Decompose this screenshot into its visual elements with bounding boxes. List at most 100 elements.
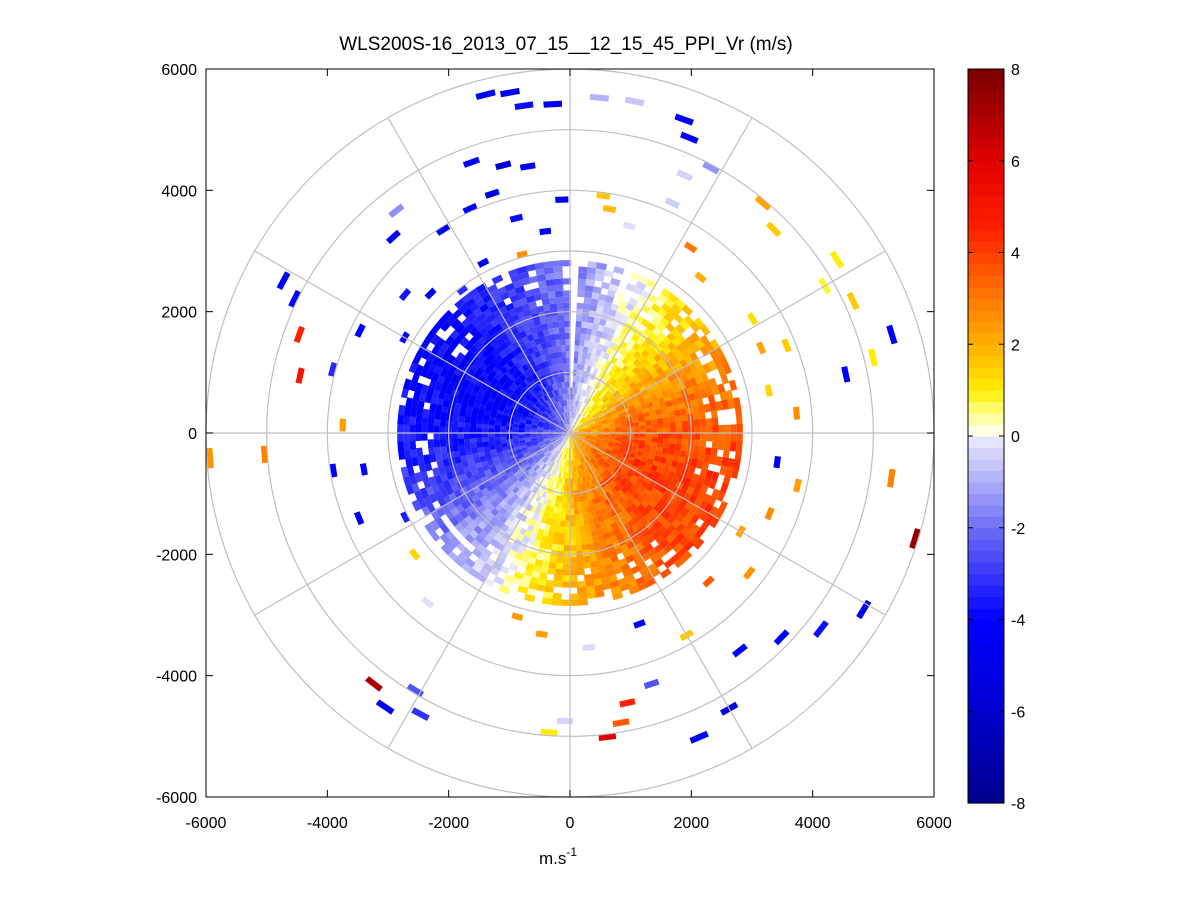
- velocity-cell: [436, 481, 446, 491]
- velocity-cell: [591, 572, 601, 580]
- velocity-cell: [563, 425, 569, 431]
- velocity-cell: [625, 359, 634, 368]
- velocity-cell: [610, 501, 618, 510]
- velocity-cell: [408, 473, 418, 485]
- velocity-cell: [548, 474, 554, 482]
- velocity-cell: [555, 416, 561, 422]
- velocity-cell: [550, 412, 556, 418]
- velocity-cell: [552, 441, 559, 447]
- velocity-cell: [551, 346, 558, 353]
- velocity-cell: [578, 519, 585, 527]
- velocity-cell: [579, 531, 587, 539]
- velocity-cell: [636, 581, 649, 592]
- velocity-cell: [512, 279, 524, 289]
- velocity-cell: [514, 414, 522, 420]
- velocity-cell: [601, 418, 608, 423]
- velocity-cell: [409, 415, 417, 425]
- velocity-cell: [569, 514, 575, 521]
- velocity-cell: [598, 539, 607, 548]
- velocity-cell: [565, 447, 568, 454]
- velocity-cell: [676, 462, 685, 471]
- velocity-cell: [532, 365, 539, 373]
- velocity-cell: [524, 406, 531, 413]
- velocity-cell: [699, 484, 709, 495]
- velocity-cell: [436, 459, 444, 469]
- velocity-cell: [471, 411, 479, 419]
- velocity-cell: [583, 303, 592, 311]
- velocity-cell: [580, 389, 585, 396]
- velocity-cell: [524, 436, 532, 441]
- velocity-cell: [604, 390, 611, 397]
- velocity-cell: [495, 443, 502, 449]
- velocity-cell: [590, 529, 598, 537]
- velocity-cell: [457, 420, 465, 428]
- velocity-cell: [584, 285, 595, 293]
- velocity-cell: [705, 387, 714, 398]
- y-tick-label: -4000: [156, 669, 197, 686]
- velocity-cell: [620, 372, 629, 380]
- velocity-cell: [564, 412, 567, 419]
- velocity-cell: [637, 463, 645, 471]
- velocity-cell: [557, 314, 565, 322]
- velocity-cell: [565, 508, 570, 515]
- velocity-cell: [424, 461, 433, 472]
- velocity-cell: [590, 387, 597, 394]
- velocity-cell: [568, 581, 579, 588]
- velocity-cell: [594, 417, 601, 423]
- velocity-cell: [528, 576, 540, 585]
- velocity-cell: [506, 458, 514, 465]
- velocity-cell: [426, 502, 436, 514]
- velocity-cell: [552, 419, 559, 425]
- velocity-cell: [551, 537, 559, 545]
- velocity-cell: [518, 271, 530, 281]
- velocity-cell: [513, 379, 521, 387]
- velocity-cell: [545, 451, 551, 457]
- velocity-cell: [527, 446, 534, 452]
- velocity-cell: [559, 599, 570, 606]
- velocity-cell: [432, 467, 441, 478]
- velocity-cell: [550, 438, 557, 442]
- velocity-cell: [725, 466, 734, 478]
- velocity-cell: [722, 474, 732, 486]
- velocity-cell: [560, 508, 566, 515]
- velocity-cell: [604, 469, 611, 477]
- velocity-cell: [520, 380, 528, 388]
- velocity-cell: [501, 473, 509, 482]
- velocity-cell: [669, 421, 677, 429]
- velocity-cell: [568, 599, 579, 606]
- velocity-cell: [572, 418, 575, 425]
- velocity-cell: [482, 436, 489, 443]
- velocity-cell: [503, 494, 512, 503]
- velocity-cell: [549, 428, 556, 431]
- velocity-cell: [538, 541, 547, 549]
- velocity-cell: [603, 269, 615, 278]
- velocity-cell: [629, 271, 642, 282]
- velocity-cell: [571, 466, 575, 473]
- velocity-cell: [550, 598, 562, 606]
- velocity-cell: [597, 495, 605, 503]
- sparse-return: [462, 156, 480, 168]
- velocity-cell: [579, 444, 585, 450]
- velocity-cell: [662, 442, 670, 450]
- velocity-cell: [434, 381, 443, 391]
- colorbar-segment: [968, 241, 1004, 254]
- velocity-cell: [424, 522, 435, 535]
- velocity-cell: [564, 520, 570, 527]
- velocity-cell: [432, 388, 441, 398]
- velocity-cell: [488, 423, 495, 429]
- velocity-cell: [561, 459, 565, 466]
- velocity-cell: [575, 420, 580, 426]
- velocity-cell: [578, 434, 585, 437]
- velocity-cell: [504, 370, 513, 379]
- velocity-cell: [561, 563, 570, 570]
- velocity-cell: [555, 290, 564, 298]
- velocity-cell: [544, 386, 550, 394]
- velocity-cell: [532, 372, 539, 380]
- velocity-cell: [554, 457, 559, 464]
- velocity-cell: [722, 362, 732, 375]
- velocity-cell: [548, 297, 558, 305]
- velocity-cell: [591, 535, 599, 543]
- velocity-cell: [405, 483, 415, 495]
- velocity-cell: [601, 486, 608, 494]
- velocity-cell: [708, 478, 718, 490]
